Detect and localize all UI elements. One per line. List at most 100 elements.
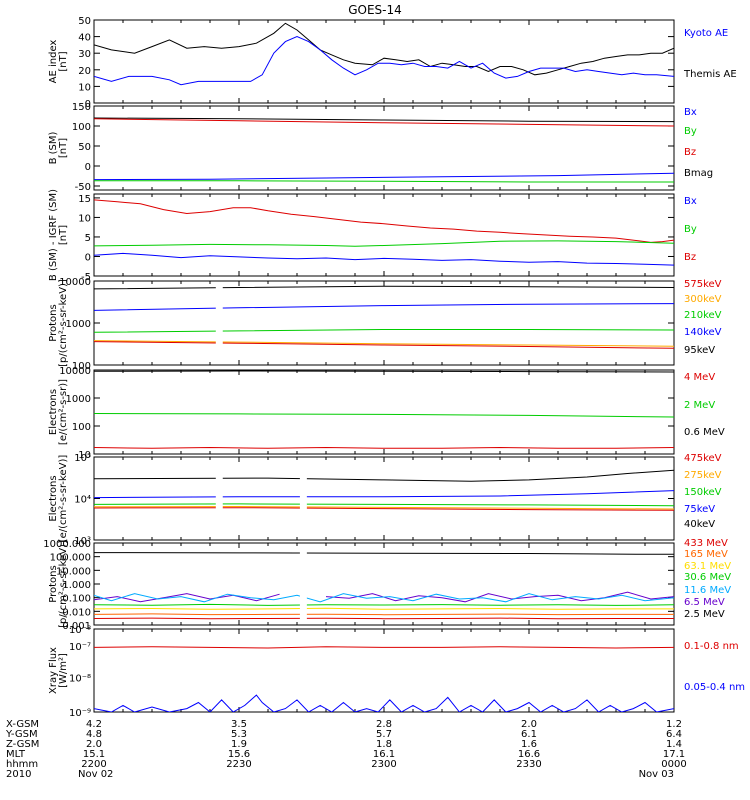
legend-entry: 300keV bbox=[684, 294, 722, 305]
legend-entry: 2.5 MeV bbox=[684, 609, 725, 620]
series-group bbox=[94, 22, 674, 86]
panel-7: 0.001 0.010 0.100 1.000 10.000 100.000 1000.00… bbox=[43, 538, 731, 632]
legend-entry: 0.1-0.8 nm bbox=[684, 641, 739, 652]
legend-entry: 210keV bbox=[684, 310, 722, 321]
series-75kev bbox=[94, 490, 674, 499]
panel-1: 0 10 20 30 40 50 AE index [nT] Kyoto AE Themis AE bbox=[48, 16, 737, 110]
legend-entry: Bx bbox=[684, 196, 697, 207]
legend-entry: 140keV bbox=[684, 327, 722, 338]
y-axis-label: [p/(cm²-s-sr-keV)] bbox=[58, 540, 69, 628]
y-tick-label: 20 bbox=[78, 66, 91, 77]
panel-6: 10³ 10⁴ 10⁵ Electrons [e/(cm²-s-sr-keV)] 475k… bbox=[48, 453, 722, 547]
series-300kev bbox=[94, 340, 674, 347]
data-gap bbox=[299, 544, 307, 624]
series-bz bbox=[94, 199, 674, 243]
y-axis-label: [W/m²] bbox=[58, 653, 69, 688]
series-0-6-mev bbox=[94, 370, 674, 373]
x-axis-value: 4.2 bbox=[86, 719, 102, 730]
panel-4: 100 1000 10000 Protons [p/(cm²-s-sr-keV)] 575… bbox=[48, 277, 722, 372]
legend-entry: 6.5 MeV bbox=[684, 597, 725, 608]
y-tick-label: 150 bbox=[72, 102, 91, 113]
legend-entry: 2 MeV bbox=[684, 400, 715, 411]
series-140kev bbox=[94, 303, 674, 311]
series-275kev bbox=[94, 505, 674, 510]
series-by bbox=[94, 180, 674, 183]
data-gap bbox=[215, 458, 223, 539]
panel-2: -50 0 50 100 150 B (SM) [nT] Bx By Bz Bmag bbox=[48, 102, 713, 193]
x-axis-value: 5.7 bbox=[376, 729, 392, 740]
x-axis-value: 2330 bbox=[516, 759, 541, 770]
legend-entry: 4 MeV bbox=[684, 372, 715, 383]
legend-entry: Kyoto AE bbox=[684, 28, 728, 39]
legend-entry: 165 MeV bbox=[684, 549, 728, 560]
panel-frame bbox=[93, 369, 675, 455]
y-tick-label: 10³ bbox=[74, 536, 91, 547]
x-axis-value: 5.3 bbox=[231, 729, 247, 740]
legend-entry: 275keV bbox=[684, 470, 722, 481]
y-axis-label: AE index bbox=[48, 40, 59, 84]
legend-entry: 75keV bbox=[684, 504, 715, 515]
y-tick-label: 10 bbox=[78, 450, 91, 461]
x-axis-value: 3.5 bbox=[231, 719, 247, 730]
x-axis-value: 6.1 bbox=[521, 729, 537, 740]
y-tick-label: 50 bbox=[78, 142, 91, 153]
y-tick-label: 0 bbox=[85, 162, 91, 173]
y-tick-label: 0.100 bbox=[62, 594, 91, 605]
series-group bbox=[94, 117, 674, 183]
panel-3: -5 0 5 10 15 B (SM) - IGRF (SM) [nT] Bx By Bz bbox=[48, 189, 697, 283]
y-tick-label: 1000 bbox=[66, 319, 91, 330]
y-tick-label: 10 bbox=[78, 82, 91, 93]
x-axis-row-label: X-GSM bbox=[6, 719, 39, 730]
series-4-mev bbox=[94, 446, 674, 449]
series-165-mev bbox=[94, 613, 674, 616]
series-433-mev bbox=[94, 617, 674, 620]
series-11-6-mev bbox=[94, 593, 674, 603]
panel-8: 10⁻⁹ 10⁻⁸ 10⁻⁷ 10⁻⁸ Xray Flux [W/m²] 0.1-0.8 n… bbox=[48, 625, 745, 719]
legend-entry: 95keV bbox=[684, 345, 715, 356]
y-tick-label: 100.000 bbox=[50, 553, 91, 564]
panel-5: 10 100 1000 10000 Electrons [e/(cm²-s-sr)] 4 M… bbox=[48, 366, 725, 461]
legend-entry: Bx bbox=[684, 107, 697, 118]
y-tick-label: 10 bbox=[78, 213, 91, 224]
x-axis-value: 1.9 bbox=[231, 739, 247, 750]
x-axis-value: Nov 02 bbox=[78, 769, 113, 780]
legend-entry: 575keV bbox=[684, 279, 722, 290]
y-axis-label: [nT] bbox=[58, 225, 69, 245]
series-bx bbox=[94, 172, 674, 181]
y-tick-label: 1.000 bbox=[62, 580, 91, 591]
series-2-mev bbox=[94, 413, 674, 418]
y-tick-label: 1000.000 bbox=[43, 539, 91, 550]
x-axis-row-label: Y-GSM bbox=[5, 729, 38, 740]
y-tick-label: 10000 bbox=[59, 366, 91, 377]
x-axis-value: 1.8 bbox=[376, 739, 392, 750]
series-0-1-0-8-nm bbox=[94, 646, 674, 649]
y-axis-label: Electrons bbox=[48, 475, 59, 521]
x-axis-value: 17.1 bbox=[663, 749, 685, 760]
data-gap bbox=[215, 282, 223, 364]
y-tick-label: 10000 bbox=[59, 277, 91, 288]
y-tick-label: 0.001 bbox=[62, 621, 91, 632]
legend-entry: 30.6 MeV bbox=[684, 572, 731, 583]
x-axis-value: 2.0 bbox=[521, 719, 537, 730]
y-tick-label: 100 bbox=[72, 122, 91, 133]
panel-frame bbox=[93, 280, 675, 366]
y-tick-label: -50 bbox=[75, 182, 91, 193]
series-kyoto-ae bbox=[94, 36, 674, 86]
legend-entry: 0.6 MeV bbox=[684, 427, 725, 438]
x-axis-value: 15.6 bbox=[228, 749, 250, 760]
y-tick-label: 15 bbox=[78, 194, 91, 205]
y-tick-label: 1000 bbox=[66, 394, 91, 405]
legend-entry: Themis AE bbox=[683, 69, 737, 80]
x-axis-value: 16.1 bbox=[373, 749, 395, 760]
x-axis-value: 2.8 bbox=[376, 719, 392, 730]
legend-entry: Bz bbox=[684, 147, 696, 158]
x-axis-value: 2300 bbox=[371, 759, 396, 770]
plot-title: GOES-14 bbox=[348, 3, 402, 17]
legend-entry: By bbox=[684, 224, 697, 235]
legend-entry: Bmag bbox=[684, 168, 713, 179]
legend-entry: 0.05-0.4 nm bbox=[684, 682, 745, 693]
x-axis-row-label: 2010 bbox=[6, 769, 31, 780]
legend-entry: 63.1 MeV bbox=[684, 561, 731, 572]
y-tick-label: 40 bbox=[78, 33, 91, 44]
x-axis-value: 1.4 bbox=[666, 739, 682, 750]
